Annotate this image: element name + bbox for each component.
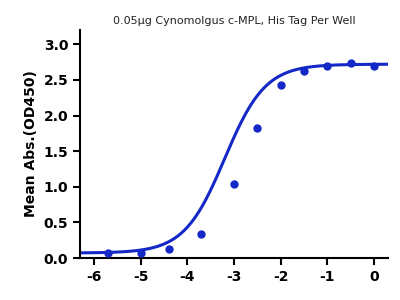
Y-axis label: Mean Abs.(OD450): Mean Abs.(OD450) <box>24 70 38 218</box>
Title: 0.05μg Cynomolgus c-MPL, His Tag Per Well: 0.05μg Cynomolgus c-MPL, His Tag Per Wel… <box>113 16 355 26</box>
